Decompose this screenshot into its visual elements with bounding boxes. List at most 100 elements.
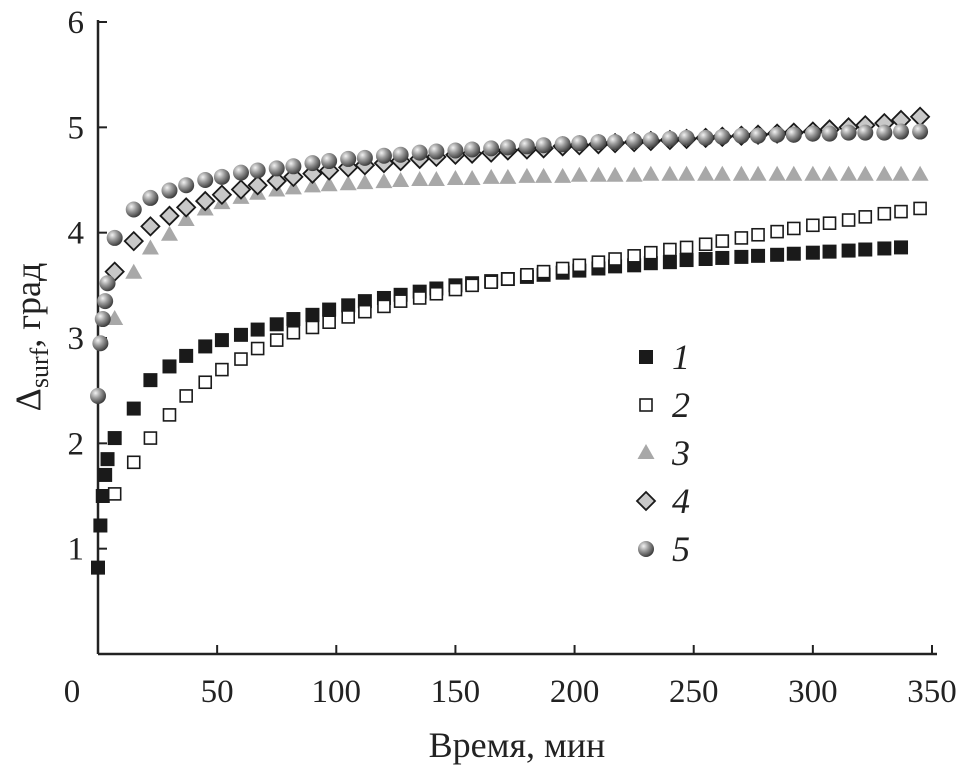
series-1-point bbox=[357, 294, 372, 309]
series-3-point bbox=[856, 165, 874, 181]
series-1-point bbox=[98, 467, 113, 482]
series-5-point bbox=[893, 123, 910, 140]
y-tick-label: 2 bbox=[68, 426, 85, 462]
series-5-point bbox=[464, 141, 481, 158]
series-2-point bbox=[286, 325, 301, 340]
series-4-point bbox=[140, 216, 161, 237]
series-5-point bbox=[428, 143, 445, 160]
series-1-point bbox=[93, 518, 108, 533]
series-5-point bbox=[535, 137, 552, 154]
ticks: 0 50 100 150 200 250 300 350 1 2 3 4 5 6 bbox=[64, 5, 957, 710]
series-3-point bbox=[375, 173, 393, 189]
legend-label: 5 bbox=[672, 529, 690, 569]
series-2-point bbox=[126, 455, 141, 470]
series-3-point bbox=[499, 168, 517, 184]
series-2-point bbox=[198, 375, 213, 390]
series-3-point bbox=[678, 165, 696, 181]
series-2-point bbox=[305, 320, 320, 335]
series-3-point bbox=[606, 166, 624, 182]
series-1-point bbox=[162, 359, 177, 374]
series-2-point bbox=[536, 264, 551, 279]
series-5-point bbox=[499, 139, 516, 156]
series-2-point bbox=[250, 341, 265, 356]
series-5-point bbox=[285, 158, 302, 175]
series-2-point bbox=[858, 210, 873, 224]
series-2-point bbox=[341, 310, 356, 324]
series-2-point bbox=[143, 431, 158, 445]
series-1-point bbox=[841, 243, 856, 258]
series-3-point bbox=[911, 165, 929, 181]
series-1-point bbox=[91, 560, 105, 575]
series-1-point bbox=[822, 244, 837, 259]
series-2-point bbox=[877, 206, 892, 221]
series-3-point bbox=[177, 211, 195, 227]
series-1-point bbox=[894, 240, 909, 255]
series-4-point bbox=[159, 205, 180, 227]
series-5-point bbox=[232, 164, 249, 181]
series-1-point bbox=[341, 298, 356, 313]
series-2-point bbox=[894, 204, 908, 219]
series-5-point bbox=[607, 134, 624, 151]
series-3-point bbox=[392, 172, 410, 188]
legend-label: 3 bbox=[671, 433, 690, 473]
series-3-point bbox=[785, 165, 803, 181]
series-1-point bbox=[734, 249, 749, 264]
series-4-point bbox=[194, 190, 216, 212]
legend-marker bbox=[637, 444, 655, 459]
series-1-point bbox=[770, 247, 785, 262]
series-2-point bbox=[412, 291, 427, 305]
series-5-point bbox=[106, 229, 123, 246]
series-5-point bbox=[785, 126, 802, 143]
series-1-point bbox=[751, 248, 766, 263]
series-2-point bbox=[679, 240, 694, 255]
legend-marker bbox=[639, 350, 653, 364]
legend-marker bbox=[635, 490, 657, 512]
series-5-point bbox=[714, 128, 731, 145]
series-2-point bbox=[770, 224, 784, 239]
series-2-point bbox=[751, 227, 765, 242]
series-5-point bbox=[94, 311, 111, 328]
series-3-point bbox=[570, 166, 588, 182]
series-5-point bbox=[518, 138, 535, 155]
series-1-point bbox=[107, 431, 122, 446]
series-5-point bbox=[411, 144, 428, 161]
series-5-point bbox=[733, 127, 750, 144]
series-3-point bbox=[141, 239, 159, 255]
legend-item: 3 bbox=[637, 433, 690, 473]
series-1-point bbox=[698, 252, 713, 266]
legend-item: 4 bbox=[635, 481, 690, 521]
series-3-point bbox=[320, 176, 338, 192]
series-5-point bbox=[447, 142, 464, 159]
series-1-point bbox=[198, 339, 213, 354]
series-1-point bbox=[286, 312, 301, 327]
y-tick-label: 4 bbox=[68, 216, 85, 252]
series-2-point bbox=[162, 408, 177, 422]
series-4-point bbox=[211, 184, 233, 206]
series-5-point bbox=[90, 387, 106, 404]
series-2-point bbox=[358, 304, 372, 319]
series-4-point bbox=[247, 174, 268, 196]
series-3-point bbox=[768, 165, 786, 181]
x-tick-label: 150 bbox=[431, 674, 481, 710]
y-tick-label: 5 bbox=[68, 110, 85, 146]
series-1-point bbox=[305, 307, 320, 322]
series-1-point bbox=[214, 333, 229, 348]
series-2-point bbox=[715, 234, 730, 248]
series-3-point bbox=[446, 169, 464, 185]
series-3-point bbox=[339, 175, 357, 191]
y-axis-title-main: Δ bbox=[8, 388, 48, 411]
series-2-point bbox=[501, 272, 515, 286]
series-1-point bbox=[805, 245, 820, 260]
series-2-point bbox=[608, 252, 622, 266]
series-5-point bbox=[661, 130, 678, 147]
series-3-point bbox=[589, 166, 607, 182]
series-2-point bbox=[734, 231, 749, 245]
series-3-point bbox=[625, 166, 643, 182]
series-3-point bbox=[821, 165, 839, 181]
series-1-point bbox=[322, 302, 337, 317]
series-2-point bbox=[572, 258, 587, 273]
series-3-point bbox=[697, 165, 715, 181]
x-axis-title: Время, мин bbox=[429, 725, 606, 765]
